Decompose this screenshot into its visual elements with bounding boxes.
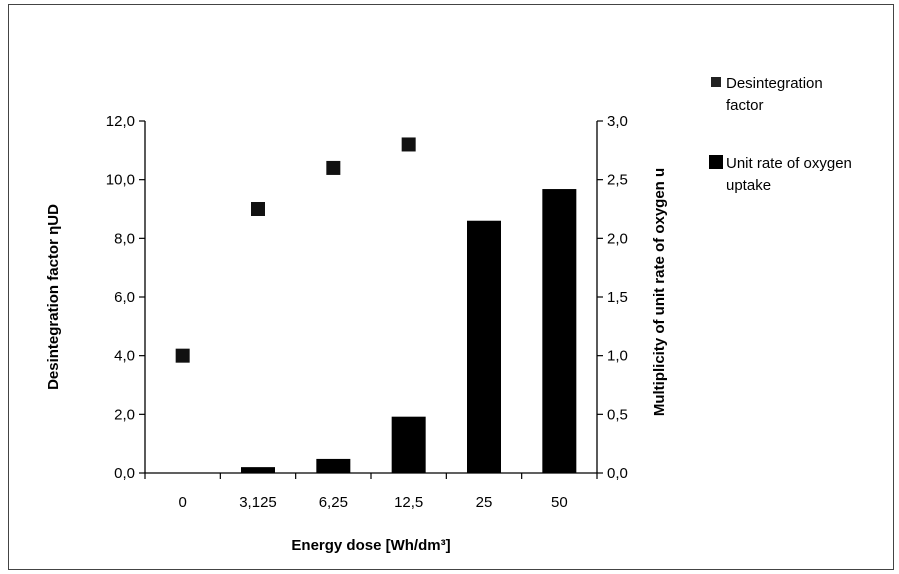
left-tick-label-0: 0,0 (114, 465, 135, 482)
left-axis-title: Desintegration factor ηUD (45, 204, 62, 390)
point-desintegration-1 (251, 202, 265, 216)
left-tick-label-2: 4,0 (114, 348, 135, 365)
right-tick-label-2: 1,0 (607, 348, 628, 365)
left-tick-label-3: 6,0 (114, 289, 135, 306)
x-tick-label-4: 25 (476, 494, 493, 511)
point-desintegration-2 (326, 160, 341, 175)
bar-unit-rate-4 (467, 220, 501, 473)
right-tick-label-6: 3,0 (607, 113, 628, 130)
right-axis-title: Multiplicity of unit rate of oxygen u (651, 168, 668, 416)
left-tick-label-4: 8,0 (114, 230, 135, 247)
bar-unit-rate-2 (316, 458, 351, 473)
right-tick-label-3: 1,5 (607, 289, 628, 306)
right-tick-label-0: 0,0 (607, 465, 628, 482)
point-desintegration-0 (175, 348, 190, 363)
legend: Desintegration factor Unit rate of oxyge… (709, 75, 856, 194)
x-tick-label-0: 0 (178, 494, 186, 511)
x-tick-label-5: 50 (551, 494, 568, 511)
x-tick-label-2: 6,25 (319, 494, 348, 511)
left-tick-label-1: 2,0 (114, 406, 135, 423)
legend-label-desintegration-factor: Desintegration factor (726, 75, 827, 114)
point-desintegration-3 (401, 137, 416, 152)
right-tick-label-5: 2,5 (607, 172, 628, 189)
bar-unit-rate-3 (391, 416, 426, 473)
right-tick-label-1: 0,5 (607, 406, 628, 423)
right-tick-label-4: 2,0 (607, 230, 628, 247)
legend-swatch-desintegration-factor (711, 77, 721, 87)
left-tick-label-6: 12,0 (106, 113, 135, 130)
left-tick-label-5: 10,0 (106, 172, 135, 189)
x-tick-label-3: 12,5 (394, 494, 423, 511)
legend-swatch-unit-rate-oxygen-uptake (709, 155, 723, 169)
x-tick-label-1: 3,125 (239, 494, 277, 511)
x-axis-title: Energy dose [Wh/dm³] (291, 537, 450, 554)
legend-label-unit-rate-oxygen-uptake: Unit rate of oxygen uptake (726, 155, 856, 194)
bar-unit-rate-5 (542, 189, 577, 473)
chart-frame (8, 4, 894, 570)
bar-unit-rate-1 (241, 467, 275, 473)
